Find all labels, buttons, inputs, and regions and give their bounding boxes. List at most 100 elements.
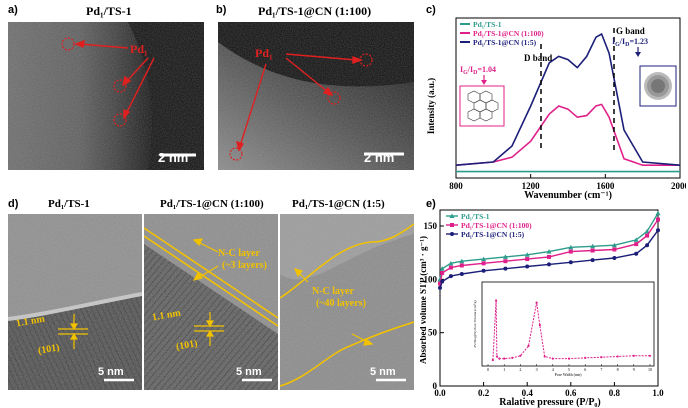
- hrtem-annotations: [58, 223, 414, 387]
- inset-point-1: [495, 299, 498, 302]
- inset-point-10: [543, 355, 546, 358]
- inset-point-6: [519, 354, 522, 357]
- iso-ytick-label-0: 0: [433, 381, 438, 391]
- iso-series-0: [439, 212, 659, 280]
- iso-point-0-1: [439, 266, 445, 271]
- panel-d-label: d): [8, 198, 19, 210]
- iso-point-1-10: [612, 247, 617, 252]
- hrtem-image-1: [8, 214, 142, 390]
- raman-legend-label-1: Pd₁/TS-1@CN (1:100): [473, 29, 544, 38]
- iso-ytick-label-2: 100: [424, 274, 438, 284]
- inset-xtick-label-7: 7: [600, 367, 602, 372]
- inset-xtick-label-4: 4: [552, 367, 554, 372]
- iso-point-1-1: [440, 270, 445, 275]
- hrtem-image-3: [280, 214, 414, 390]
- panel-d-title-2: Pd₁/TS-1@CN (1:100): [160, 198, 264, 210]
- inset-point-14: [600, 356, 603, 359]
- iso-xtick-label-4: 0.8: [609, 388, 621, 398]
- panel-c-label: c): [426, 4, 436, 16]
- inset-xtick-label-1: 1: [503, 367, 505, 372]
- carbon-shell-inset: [639, 65, 677, 107]
- iso-point-1-7: [547, 254, 551, 259]
- iso-point-0-3: [459, 258, 465, 264]
- scale-bar-label-d1: 5 nm: [98, 366, 124, 378]
- inset-point-15: [616, 355, 619, 358]
- inset-xtick-label-5: 5: [568, 367, 570, 372]
- inset-point-2: [495, 355, 499, 358]
- nc-layer-label-2: N-C layer: [312, 286, 354, 297]
- graphene-inset: [459, 85, 505, 127]
- iso-xtick-label-0: 0.0: [434, 388, 446, 398]
- raman-chart: 800 1200 1600 2000 D band G band IG/ID=1.04…: [426, 17, 686, 200]
- iso-point-1-12: [645, 233, 650, 238]
- inset-point-11: [551, 357, 554, 360]
- iso-point-1-6: [525, 257, 530, 262]
- iso-point-1-3: [459, 263, 464, 268]
- iso-point-2-12: [645, 243, 650, 248]
- iso-point-1-5: [503, 259, 508, 264]
- raman-xtick-label-3: 2000: [671, 181, 686, 191]
- iso-point-2-11: [634, 251, 639, 256]
- iso-point-1-9: [590, 248, 595, 253]
- inset-point-13: [584, 356, 587, 359]
- iso-point-2-5: [503, 266, 508, 271]
- raman-series-1: [455, 103, 680, 166]
- isotherm-xlabel: Ralative pressure (P/P₀): [499, 397, 601, 408]
- ig-id-label-5: IG/ID=1.23: [612, 37, 648, 48]
- scale-bar-label-a: 2 nm: [158, 150, 189, 165]
- raman-xlabel: Wavenumber (cm⁻¹): [524, 190, 612, 200]
- pd1-annotations-a: [61, 37, 196, 157]
- inset-point-0: [491, 358, 494, 362]
- raman-plot-frame: [455, 17, 681, 179]
- iso-point-0-7: [546, 249, 552, 254]
- inset-point-9: [538, 323, 541, 327]
- inset-point-5: [511, 356, 514, 359]
- iso-point-0-13: [655, 210, 661, 216]
- iso-point-0-2: [448, 260, 454, 266]
- iso-point-2-8: [568, 260, 573, 265]
- iso-point-1-0: [438, 281, 442, 286]
- inset-xtick-label-6: 6: [584, 367, 586, 372]
- iso-point-2-9: [590, 258, 595, 263]
- inset-xtick-label-10: 10: [648, 367, 652, 372]
- isotherm-ylabel: Absorbed volume STP (cm³ · g⁻¹): [420, 236, 428, 364]
- raman-ylabel: Intensity (a.u.): [426, 78, 436, 134]
- panel-a-label: a): [8, 4, 18, 16]
- iso-legend-label-0: Pd₁/TS-1: [461, 212, 490, 221]
- iso-xtick-label-3: 0.6: [565, 388, 577, 398]
- iso-ytick-label-3: 150: [424, 221, 438, 231]
- iso-point-2-13: [656, 228, 660, 233]
- raman-xtick-label-1: 1200: [522, 181, 541, 191]
- iso-point-0-6: [524, 252, 530, 257]
- inset-xtick-label-3: 3: [536, 367, 538, 372]
- iso-point-0-10: [611, 242, 617, 248]
- inset-xtick-label-0: 0: [487, 367, 489, 372]
- inset-point-16: [632, 354, 635, 357]
- iso-point-1-2: [448, 265, 453, 270]
- iso-legend-label-1: Pd₁/TS-1@CN (1:100): [461, 221, 532, 230]
- iso-xtick-label-2: 0.4: [522, 388, 534, 398]
- iso-point-1-13: [656, 217, 660, 222]
- iso-point-2-0: [438, 285, 442, 290]
- iso-point-1-8: [568, 249, 573, 254]
- panel-d-title-3: Pd₁/TS-1@CN (1:5): [292, 198, 385, 210]
- inset-xtick-label-9: 9: [633, 367, 635, 372]
- panel-a-title: Pd₁/TS-1: [86, 4, 132, 18]
- pd1-site-label-b: Pd₁: [255, 46, 273, 60]
- iso-point-2-1: [440, 279, 445, 284]
- iso-point-1-11: [634, 242, 639, 247]
- nc-layer-count-2: (~40 layers): [316, 298, 366, 309]
- raman-legend-label-2: Pd₁/TS-1@CN (1:5): [473, 38, 537, 47]
- iso-point-1-4: [481, 261, 486, 266]
- inset-xtick-label-8: 8: [617, 367, 619, 372]
- iso-legend-label-2: Pd₁/TS-1@CN (1:5): [461, 230, 525, 239]
- iso-point-0-8: [568, 244, 574, 250]
- g-band-label: G band: [616, 26, 645, 36]
- panel-b-label: b): [216, 4, 227, 16]
- raman-xtick-label-0: 800: [449, 181, 463, 191]
- iso-xtick-label-1: 0.2: [478, 388, 490, 398]
- nc-layer-count-1: (~3 layers): [222, 260, 267, 271]
- inset-xtick-label-2: 2: [519, 367, 521, 372]
